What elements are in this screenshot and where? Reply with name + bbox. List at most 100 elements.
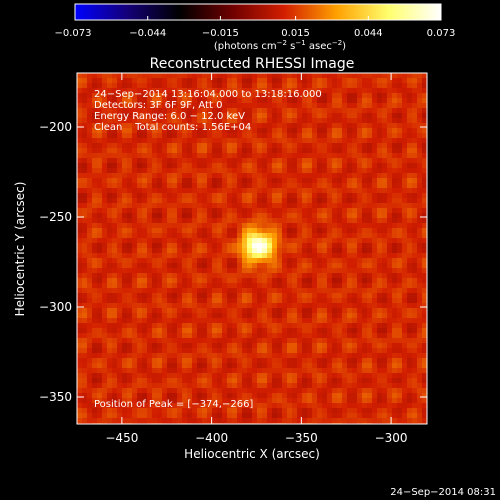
heatmap-cell [232, 328, 238, 334]
heatmap-cell [82, 288, 88, 294]
heatmap-cell [277, 148, 283, 154]
heatmap-cell [347, 253, 353, 259]
heatmap-cell [302, 188, 308, 194]
heatmap-cell [117, 223, 123, 229]
heatmap-cell [197, 298, 203, 304]
heatmap-cell [212, 303, 218, 309]
heatmap-cell [267, 378, 273, 384]
heatmap-cell [182, 368, 188, 374]
heatmap-cell [357, 173, 363, 179]
heatmap-cell [97, 198, 103, 204]
heatmap-cell [117, 393, 123, 399]
heatmap-cell [197, 98, 203, 104]
heatmap-cell [182, 383, 188, 389]
heatmap-cell [372, 273, 378, 279]
heatmap-cell [252, 88, 258, 94]
heatmap-cell [247, 373, 253, 379]
heatmap-cell [252, 203, 258, 209]
heatmap-cell [262, 238, 268, 244]
heatmap-cell [402, 83, 408, 89]
heatmap-cell [272, 328, 278, 334]
heatmap-cell [252, 373, 258, 379]
heatmap-cell [407, 118, 413, 124]
heatmap-cell [362, 348, 368, 354]
heatmap-cell [377, 168, 383, 174]
heatmap-cell [332, 218, 338, 224]
heatmap-cell [152, 288, 158, 294]
heatmap-cell [372, 83, 378, 89]
heatmap-cell [302, 73, 308, 79]
heatmap-cell [92, 413, 98, 419]
heatmap-cell [322, 193, 328, 199]
heatmap-cell [142, 178, 148, 184]
heatmap-cell [237, 73, 243, 79]
heatmap-cell [232, 323, 238, 329]
heatmap-cell [337, 388, 343, 394]
heatmap-cell [337, 343, 343, 349]
heatmap-cell [382, 303, 388, 309]
heatmap-cell [422, 298, 427, 304]
x-tick-label: −400 [195, 431, 228, 445]
heatmap-cell [267, 213, 273, 219]
heatmap-cell [177, 318, 183, 324]
heatmap-cell [327, 413, 333, 419]
heatmap-cell [177, 173, 183, 179]
heatmap-cell [352, 143, 358, 149]
heatmap-cell [247, 168, 253, 174]
heatmap-cell [307, 308, 313, 314]
heatmap-cell [262, 363, 268, 369]
heatmap-cell [162, 413, 168, 419]
heatmap-cell [152, 408, 158, 414]
heatmap-cell [92, 418, 98, 424]
heatmap-cell [167, 418, 173, 424]
heatmap-cell [187, 218, 193, 224]
heatmap-cell [267, 408, 273, 414]
heatmap-cell [217, 228, 223, 234]
heatmap-cell [327, 343, 333, 349]
heatmap-cell [282, 143, 288, 149]
heatmap-cell [292, 308, 298, 314]
heatmap-cell [262, 178, 268, 184]
heatmap-cell [247, 328, 253, 334]
heatmap-cell [302, 163, 308, 169]
heatmap-cell [407, 403, 413, 409]
heatmap-cell [107, 123, 113, 129]
heatmap-cell [82, 143, 88, 149]
heatmap-cell [247, 293, 253, 299]
heatmap-cell [117, 213, 123, 219]
heatmap-cell [207, 368, 213, 374]
heatmap-cell [207, 313, 213, 319]
heatmap-cell [247, 203, 253, 209]
heatmap-cell [337, 218, 343, 224]
heatmap-cell [422, 303, 427, 309]
heatmap-cell [277, 223, 283, 229]
heatmap-cell [227, 83, 233, 89]
heatmap-cell [272, 163, 278, 169]
heatmap-cell [162, 113, 168, 119]
heatmap-cell [182, 348, 188, 354]
heatmap-cell [212, 408, 218, 414]
heatmap-cell [327, 313, 333, 319]
heatmap-cell [92, 103, 98, 109]
heatmap-cell [382, 168, 388, 174]
heatmap-cell [82, 103, 88, 109]
heatmap-cell [312, 143, 318, 149]
heatmap-cell [157, 278, 163, 284]
heatmap-cell [272, 98, 278, 104]
heatmap-cell [277, 188, 283, 194]
heatmap-cell [117, 138, 123, 144]
heatmap-cell [162, 193, 168, 199]
heatmap-cell [197, 163, 203, 169]
heatmap-cell [392, 273, 398, 279]
heatmap-cell [402, 328, 408, 334]
heatmap-cell [137, 338, 143, 344]
heatmap-cell [267, 368, 273, 374]
heatmap-cell [387, 193, 393, 199]
heatmap-cell [387, 388, 393, 394]
heatmap-cell [107, 323, 113, 329]
heatmap-cell [337, 358, 343, 364]
heatmap-cell [197, 218, 203, 224]
heatmap-cell [317, 378, 323, 384]
heatmap-cell [377, 373, 383, 379]
heatmap-cell [407, 128, 413, 134]
